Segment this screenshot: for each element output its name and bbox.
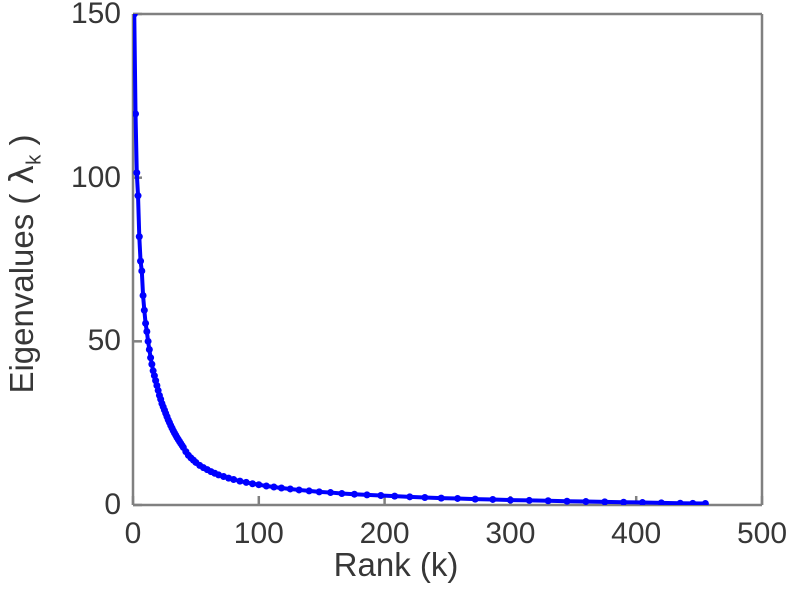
- data-point-marker: [148, 360, 156, 368]
- data-point-marker: [249, 480, 257, 488]
- data-point-marker: [363, 491, 371, 499]
- data-point-marker: [147, 354, 155, 362]
- data-point-marker: [286, 485, 294, 493]
- data-point-marker: [270, 483, 278, 491]
- data-point-marker: [338, 490, 346, 498]
- data-point-marker: [134, 192, 142, 200]
- data-series-layer: [133, 14, 709, 505]
- data-point-marker: [262, 482, 270, 490]
- data-point-marker: [133, 110, 140, 118]
- data-point-marker: [295, 486, 303, 494]
- data-point-marker: [582, 498, 590, 505]
- data-point-marker: [601, 498, 609, 505]
- data-point-marker: [437, 494, 445, 502]
- y-axis-label-suffix: ): [2, 134, 40, 155]
- y-tick-label: 150: [70, 0, 121, 30]
- axes-box: [131, 12, 764, 507]
- data-point-marker: [255, 481, 263, 489]
- data-point-marker: [327, 489, 335, 497]
- data-point-marker: [689, 499, 697, 505]
- data-point-marker: [544, 497, 552, 505]
- x-tick-label: 300: [485, 517, 536, 550]
- data-point-marker: [137, 257, 145, 265]
- data-point-marker: [391, 492, 399, 500]
- data-point-marker: [454, 494, 462, 502]
- y-tick-label: 100: [70, 160, 121, 194]
- data-point-marker: [144, 337, 152, 345]
- x-tick-label: 0: [124, 517, 142, 550]
- data-point-marker: [230, 475, 238, 483]
- data-point-marker: [277, 484, 285, 492]
- series-line: [133, 14, 708, 505]
- data-point-marker: [657, 499, 665, 505]
- data-point-marker: [377, 492, 385, 500]
- data-point-marker: [506, 496, 514, 504]
- data-point-marker: [135, 233, 143, 241]
- data-point-marker: [620, 498, 628, 505]
- data-point-marker: [525, 496, 533, 504]
- x-axis-label: Rank (k): [333, 546, 459, 583]
- data-point-marker: [133, 14, 138, 18]
- lambda-symbol: λ: [1, 164, 41, 185]
- data-point-marker: [489, 495, 497, 503]
- y-axis-label: Eigenvalues ( λk ): [1, 0, 46, 534]
- data-point-marker: [638, 499, 646, 505]
- data-point-marker: [406, 493, 414, 501]
- data-point-marker: [471, 495, 479, 503]
- data-point-marker: [350, 490, 358, 498]
- y-tick-label: 50: [87, 324, 121, 358]
- lambda-subscript: k: [22, 154, 46, 165]
- data-point-marker: [563, 497, 571, 505]
- series-eigenvalues: [133, 14, 709, 505]
- data-point-marker: [676, 499, 684, 505]
- data-point-marker: [145, 346, 153, 354]
- axis-tick-marks: [131, 12, 764, 507]
- data-point-marker: [140, 306, 148, 314]
- x-tick-label: 400: [611, 517, 662, 550]
- y-axis-label-prefix: Eigenvalues (: [2, 184, 40, 394]
- data-point-marker: [236, 477, 244, 485]
- data-point-marker: [139, 292, 147, 300]
- x-tick-label: 100: [233, 517, 284, 550]
- data-point-marker: [133, 169, 141, 177]
- data-point-marker: [421, 493, 429, 501]
- y-tick-label: 0: [104, 488, 121, 521]
- data-point-marker: [315, 488, 323, 496]
- x-tick-label: 500: [736, 517, 788, 550]
- data-point-marker: [242, 478, 250, 486]
- data-point-marker: [138, 267, 146, 275]
- data-point-marker: [142, 319, 150, 327]
- data-point-marker: [143, 328, 151, 336]
- x-tick-label: 200: [359, 517, 410, 550]
- data-point-marker: [701, 500, 709, 505]
- data-point-marker: [305, 487, 313, 495]
